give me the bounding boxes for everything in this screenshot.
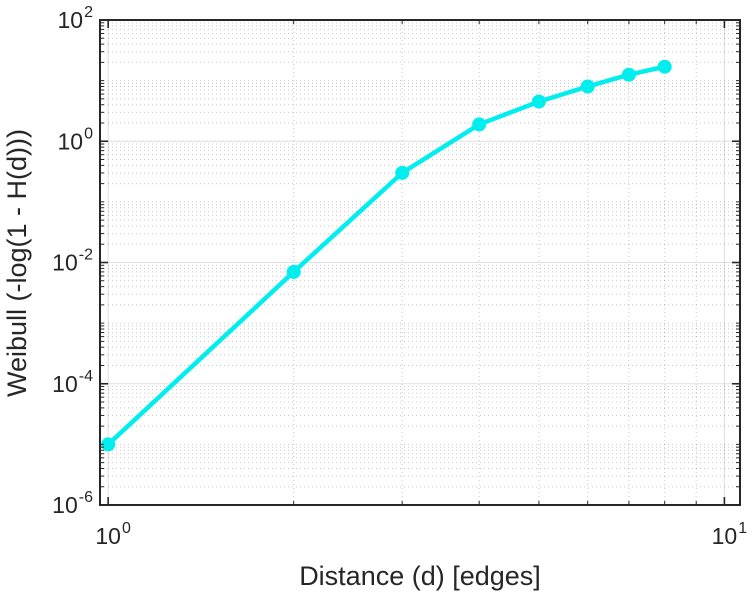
x-tick-label: 100	[95, 520, 131, 549]
y-axis-label: Weibull (-log(1 - H(d)))	[2, 129, 32, 397]
data-series	[101, 59, 672, 452]
data-point	[580, 79, 595, 94]
data-point	[621, 67, 636, 82]
x-tick-label: 101	[712, 520, 748, 549]
data-point	[286, 264, 301, 279]
data-line	[105, 64, 667, 447]
minor-gridlines	[100, 20, 740, 505]
data-point	[472, 117, 487, 132]
y-tick-label: 10-6	[52, 489, 93, 518]
tick-marks	[100, 19, 740, 506]
data-point	[395, 165, 410, 180]
x-axis-label: Distance (d) [edges]	[299, 561, 541, 591]
data-point	[531, 94, 546, 109]
y-tick-label: 10-4	[52, 368, 93, 397]
major-gridlines	[100, 19, 740, 506]
y-tick-label: 100	[58, 125, 94, 154]
data-point	[657, 59, 672, 74]
data-point	[101, 437, 116, 452]
y-tick-label: 10-2	[52, 247, 93, 276]
tick-labels: 100 101 10-6 10-4 10-2 100 102	[52, 4, 747, 549]
y-tick-label: 102	[58, 4, 94, 33]
